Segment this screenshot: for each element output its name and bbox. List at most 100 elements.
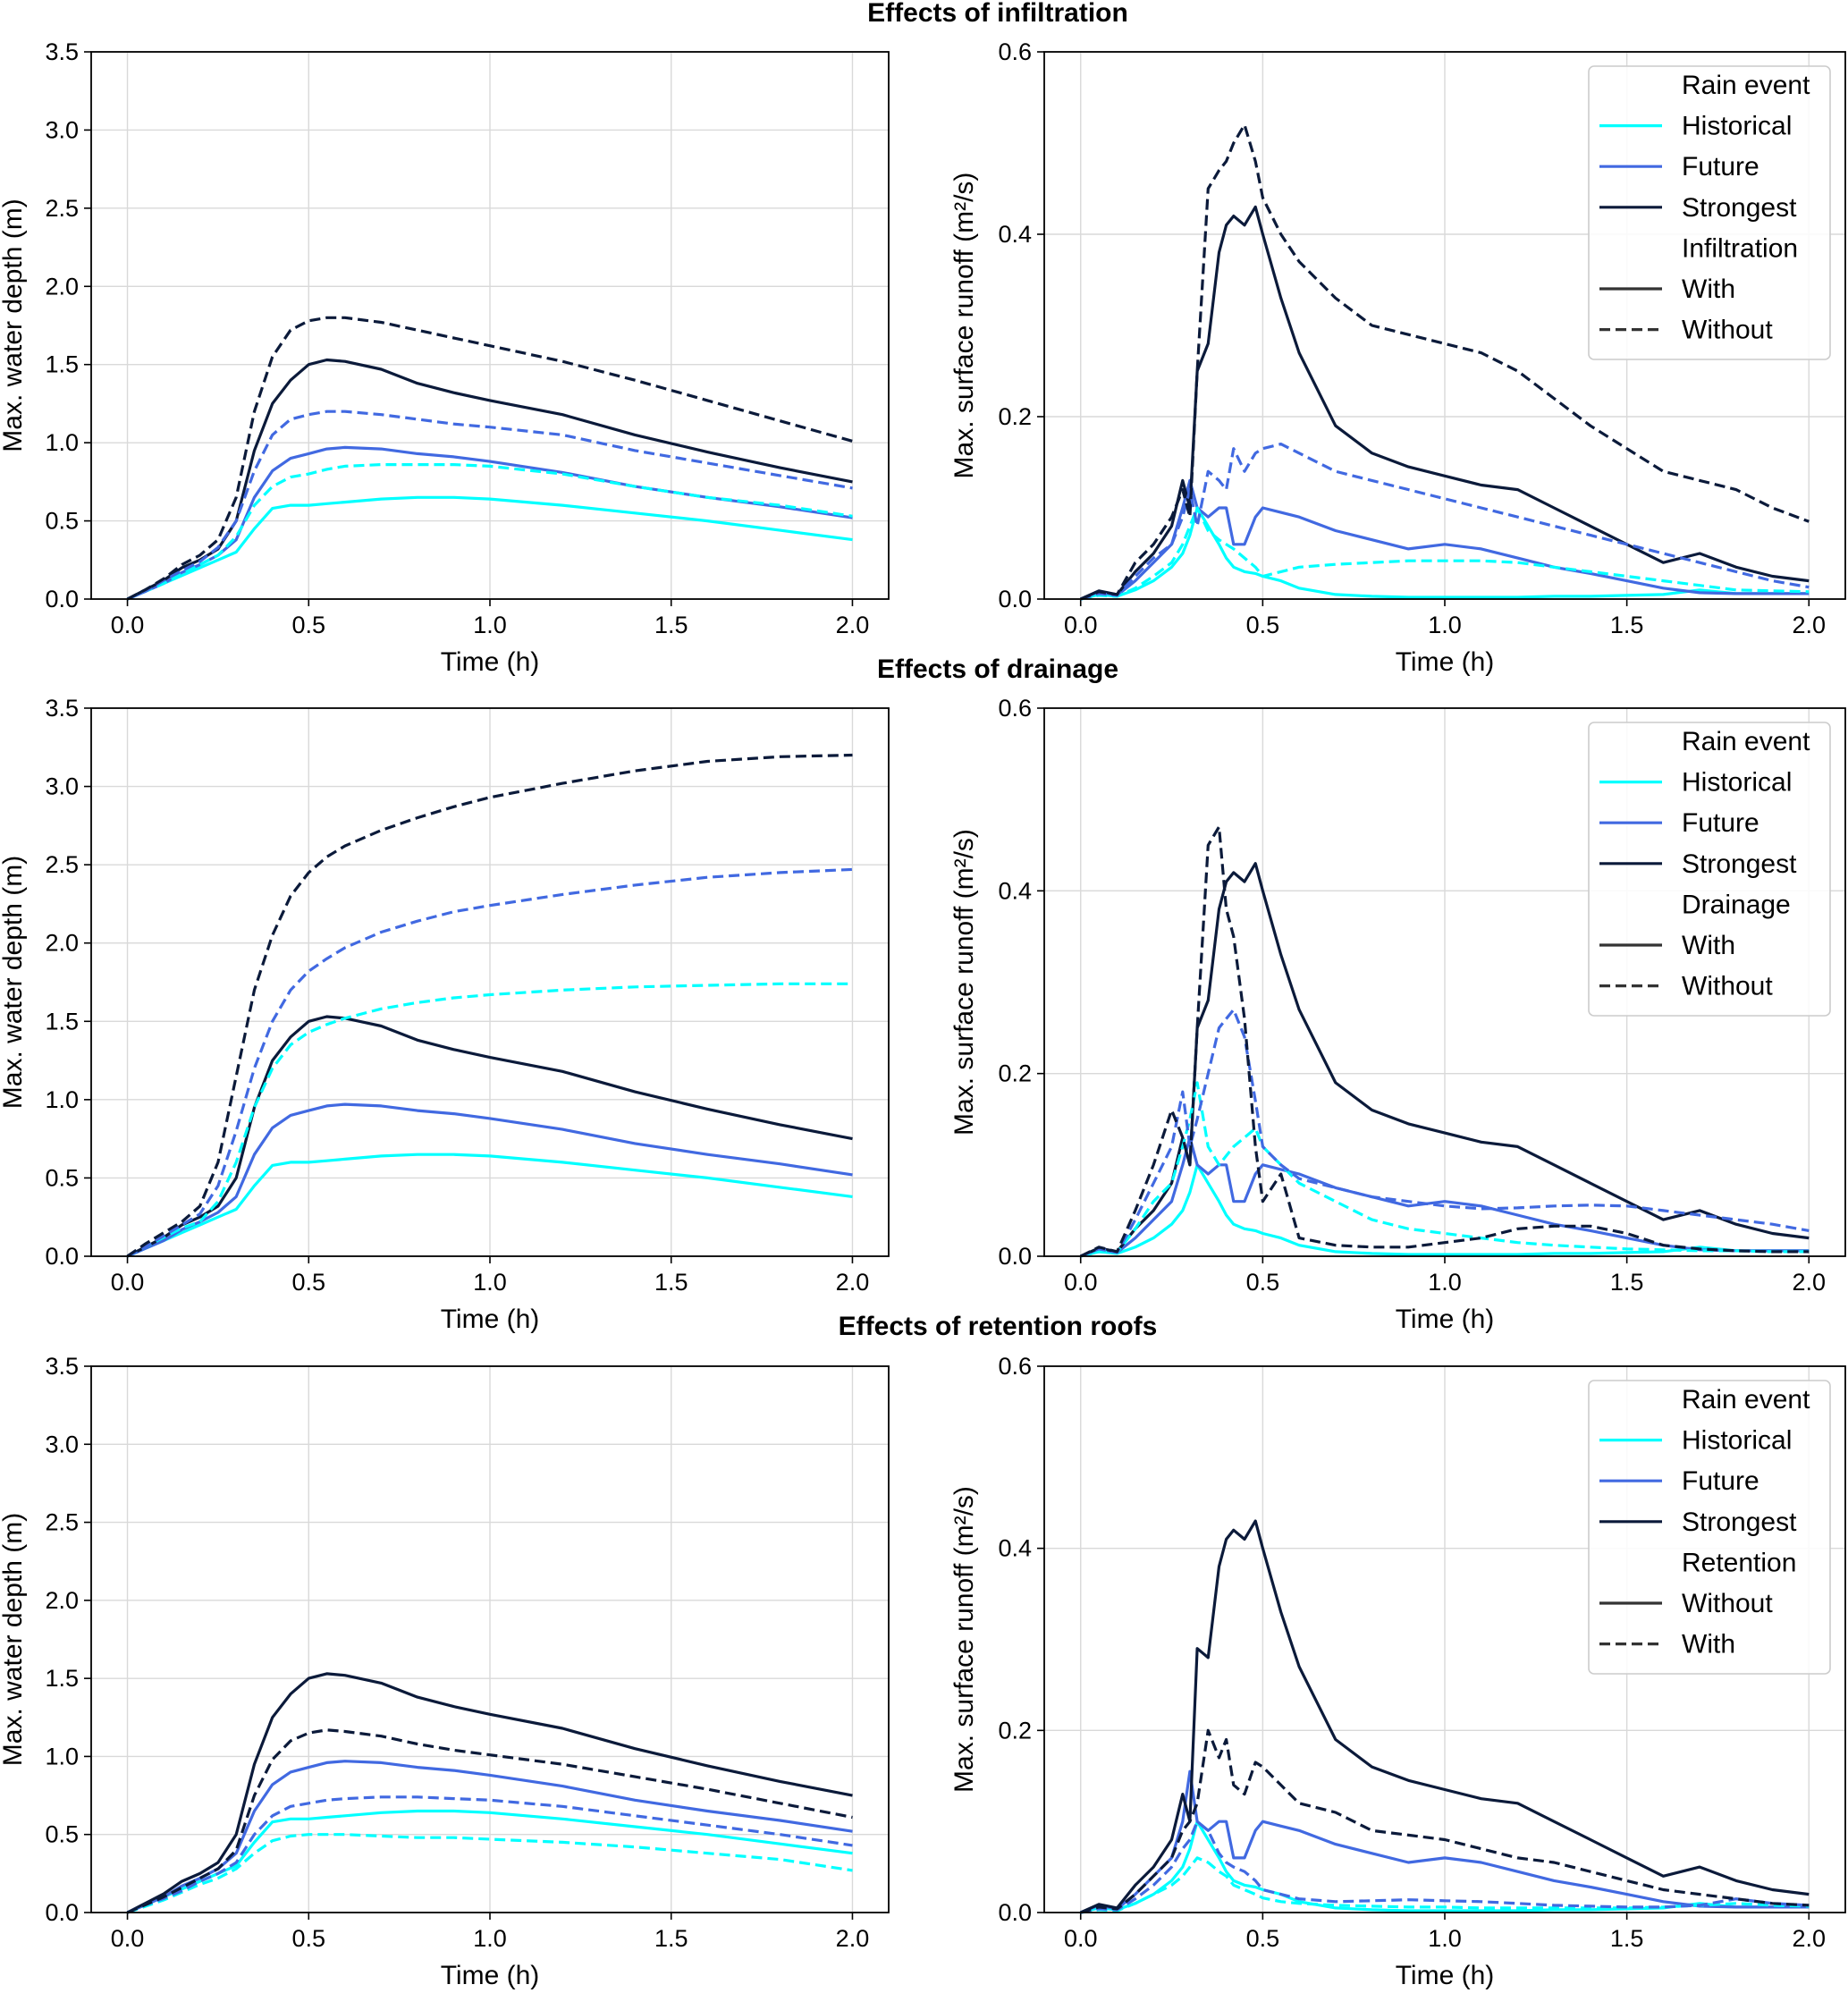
legend-label-strongest: Strongest [1682,849,1797,879]
y-tick-label: 1.0 [45,429,79,456]
series-line-strongest-without [126,1672,853,1914]
series-line-future-without [126,867,853,1258]
x-tick-label: 1.5 [1610,1269,1644,1296]
series-line-future-with [1080,1136,1810,1258]
series-line-historical-without [126,462,853,601]
x-tick-label: 0.0 [111,612,145,638]
legend-box [1588,722,1831,1017]
legend-label-without: Without [1682,972,1773,1001]
y-tick-label: 2.5 [45,851,79,878]
x-tick-label: 0.5 [1246,1269,1280,1296]
series-line-future-without [126,410,853,601]
chart-panel-4: 0.0 0.5 1.0 1.5 2.0 0.0 0.2 0.4 0.6 Time (h) Max. … [949,695,1846,1334]
x-tick-label: 0.5 [291,612,325,638]
y-tick-label: 0.0 [45,1243,79,1270]
y-tick-label: 1.0 [45,1086,79,1113]
y-tick-label: 1.0 [45,1743,79,1769]
x-axis-label: Time (h) [1396,1961,1495,1990]
y-axis-label: Max. water depth (m) [0,198,28,452]
x-tick-label: 2.0 [836,1269,870,1296]
legend-label-historical: Historical [1682,1426,1792,1456]
x-tick-label: 0.0 [111,1925,145,1952]
chart-panel-5: 0.0 0.5 1.0 1.5 2.0 0.0 0.5 1.0 1.5 2.0 2.5 3.0 3.5 T… [0,1353,890,1990]
legend-label-infiltration: Infiltration [1682,233,1798,263]
section-title-retention: Effects of retention roofs [839,1312,1158,1341]
legend-label-strongest: Strongest [1682,1507,1797,1537]
y-tick-label: 0.0 [45,586,79,612]
legend-label-strongest: Strongest [1682,193,1797,223]
y-tick-label: 0.5 [45,508,79,535]
y-tick-label: 2.0 [45,273,79,300]
y-tick-label: 0.2 [998,403,1032,430]
section-title-infiltration: Effects of infiltration [867,0,1128,28]
series-line-future-without [1080,443,1810,601]
y-tick-label: 3.5 [45,695,79,722]
legend: Rain event Historical Future Strongest Reten… [1588,1380,1831,1675]
legend-label-with: With [1682,931,1735,960]
y-axis-label: Max. surface runoff (m²/s) [949,829,979,1136]
series-line-future-without [1080,1008,1810,1258]
section-title-drainage: Effects of drainage [877,654,1118,684]
x-tick-label: 1.0 [1428,1269,1462,1296]
x-tick-label: 0.5 [291,1269,325,1296]
y-tick-label: 0.6 [998,1353,1032,1380]
legend-box [1588,1380,1831,1675]
x-tick-label: 2.0 [1792,612,1826,638]
plot-frame [90,1365,890,1913]
y-tick-label: 0.4 [998,1535,1032,1562]
series-line-strongest-with [126,1728,853,1914]
y-tick-label: 1.5 [45,1665,79,1692]
legend: Rain event Historical Future Strongest Infil… [1588,65,1831,360]
series-line-strongest-without [126,316,853,601]
y-axis-label: Max. surface runoff (m²/s) [949,1486,979,1793]
y-tick-label: 2.5 [45,1509,79,1536]
y-axis-label: Max. water depth (m) [0,1513,28,1766]
series-line-future-with [1080,1820,1810,1914]
x-tick-label: 0.5 [291,1925,325,1952]
plot-frame [1043,51,1846,600]
legend-label-rain-event: Rain event [1682,727,1810,756]
y-tick-label: 2.0 [45,930,79,957]
plot-frame [90,51,890,600]
series-line-strongest-with [126,358,853,601]
legend-label-without: Without [1682,1589,1773,1618]
x-tick-label: 2.0 [1792,1269,1826,1296]
x-axis-label: Time (h) [1396,647,1495,677]
y-tick-label: 3.5 [45,38,79,65]
x-tick-label: 0.0 [111,1269,145,1296]
series-line-historical-without [1080,506,1810,601]
x-tick-label: 0.0 [1064,1269,1098,1296]
legend-label-retention: Retention [1682,1548,1796,1577]
y-tick-label: 0.2 [998,1060,1032,1087]
x-tick-label: 1.5 [654,1925,688,1952]
series-line-historical-with [126,1153,853,1258]
y-tick-label: 2.5 [45,195,79,222]
x-tick-label: 1.5 [654,1269,688,1296]
x-tick-label: 2.0 [836,1925,870,1952]
x-tick-label: 1.5 [1610,1925,1644,1952]
legend-label-rain-event: Rain event [1682,1385,1810,1415]
plot-frame [1043,1365,1846,1913]
y-tick-label: 3.5 [45,1353,79,1380]
plot-frame [90,707,890,1257]
series-line-historical-without [1080,1081,1810,1258]
series-line-historical-with [1080,506,1810,601]
y-tick-label: 1.5 [45,351,79,378]
y-tick-label: 0.0 [45,1899,79,1926]
chart-panel-3: 0.0 0.5 1.0 1.5 2.0 0.0 0.5 1.0 1.5 2.0 2.5 3.0 3.5 T… [0,695,890,1334]
legend-label-rain-event: Rain event [1682,71,1810,100]
legend-label-drainage: Drainage [1682,890,1791,919]
x-axis-label: Time (h) [441,1961,540,1990]
x-tick-label: 1.0 [473,1925,507,1952]
legend-label-future: Future [1682,1466,1759,1496]
x-axis-label: Time (h) [1396,1305,1495,1334]
chart-panel-6: 0.0 0.5 1.0 1.5 2.0 0.0 0.2 0.4 0.6 Time (h) Max. … [949,1353,1846,1990]
series-line-strongest-without [1079,825,1810,1258]
y-axis-label: Max. water depth (m) [0,856,28,1109]
x-tick-label: 1.5 [654,612,688,638]
x-tick-label: 2.0 [1792,1925,1826,1952]
y-tick-label: 3.0 [45,773,79,800]
x-tick-label: 0.0 [1064,612,1098,638]
y-tick-label: 0.5 [45,1164,79,1191]
